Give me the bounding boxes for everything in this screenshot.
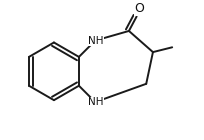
Text: NH: NH bbox=[88, 36, 103, 46]
Text: O: O bbox=[135, 2, 144, 15]
Text: NH: NH bbox=[88, 97, 103, 107]
